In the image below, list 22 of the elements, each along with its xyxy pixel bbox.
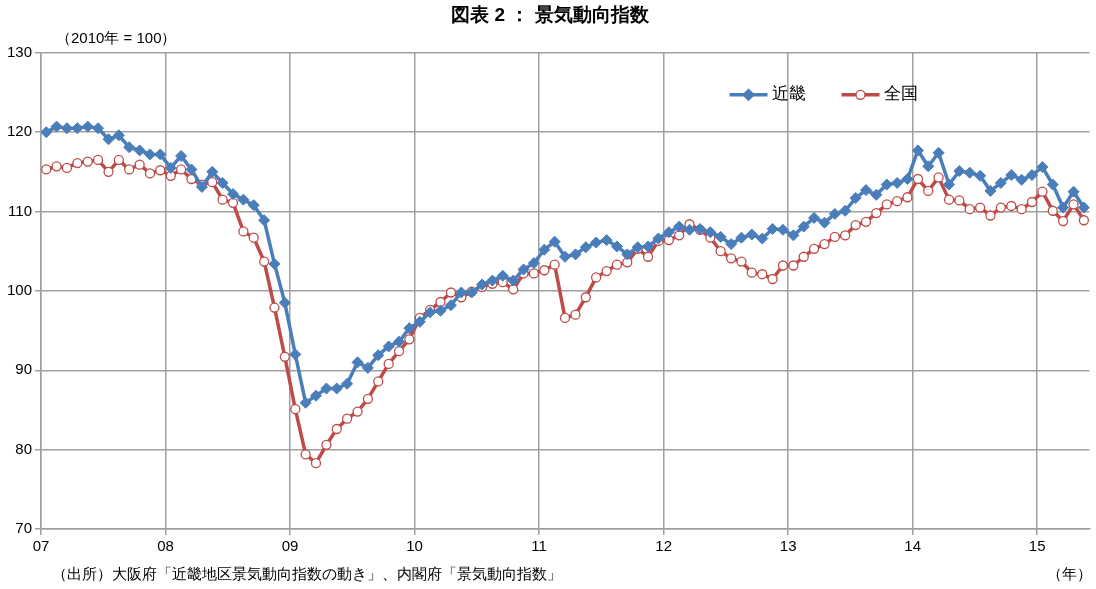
y-axis-title: （2010年 = 100） [56, 29, 177, 47]
x-tick-label: 14 [904, 537, 922, 555]
x-tick-label: 08 [157, 537, 174, 555]
legend-label: 全国 [883, 84, 918, 104]
x-tick-label: 15 [1028, 537, 1046, 555]
chart-title: 図表 2 ： 景気動向指数 [451, 3, 650, 25]
legend-label: 近畿 [771, 84, 806, 104]
y-tick-label: 130 [7, 42, 33, 60]
text: （出所）大阪府「近畿地区景気動向指数の動き」、内閣府「景気動向指数」 [52, 565, 562, 583]
x-tick-label: 11 [531, 537, 547, 555]
x-axis-title: （年） [1047, 565, 1092, 583]
x-tick-label: 07 [32, 537, 50, 555]
y-tick-label: 80 [15, 439, 33, 457]
y-tick-label: 120 [7, 122, 33, 140]
y-tick-label: 70 [15, 519, 33, 537]
y-tick-label: 100 [7, 281, 33, 299]
y-tick-label: 110 [8, 201, 33, 219]
x-tick-label: 12 [655, 537, 672, 555]
x-tick-label: 10 [406, 537, 423, 555]
y-tick-label: 90 [15, 360, 33, 378]
x-tick-label: 09 [281, 537, 299, 555]
x-tick-label: 13 [779, 537, 797, 555]
